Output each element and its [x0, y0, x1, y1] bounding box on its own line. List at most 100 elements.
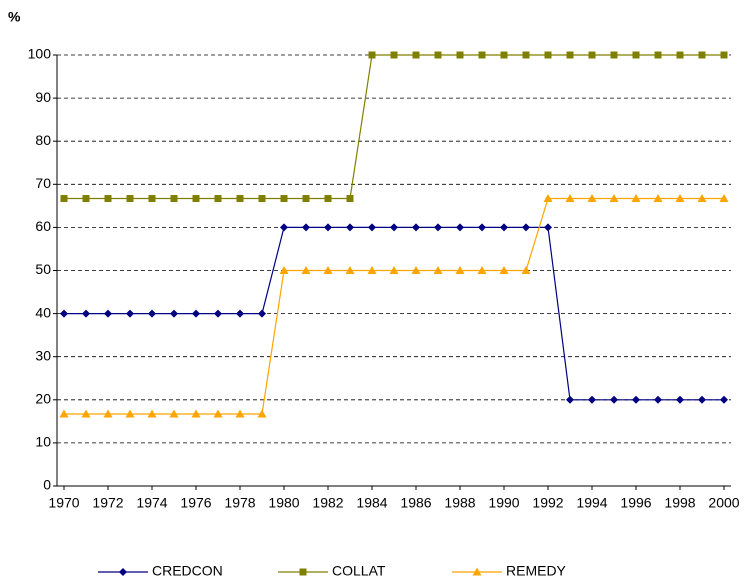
data-point	[544, 223, 552, 232]
data-point	[609, 194, 619, 203]
data-point	[434, 223, 442, 232]
data-point	[169, 409, 179, 418]
data-point	[389, 266, 399, 274]
y-tick-label: 40	[35, 304, 51, 320]
legend-label: CREDCON	[152, 563, 223, 579]
data-point	[588, 395, 596, 404]
data-point	[544, 51, 552, 59]
data-point	[522, 223, 530, 232]
data-point	[390, 51, 398, 59]
data-point	[345, 266, 355, 274]
data-point	[214, 195, 222, 203]
data-point	[324, 195, 332, 203]
y-tick-label: 20	[35, 391, 51, 407]
data-point	[390, 223, 398, 232]
legend-marker	[119, 568, 127, 576]
x-tick-label: 1996	[620, 495, 651, 511]
data-point	[499, 266, 509, 274]
data-point	[279, 266, 289, 274]
data-point	[654, 51, 662, 59]
data-point	[346, 195, 354, 203]
x-tick-label: 1990	[488, 495, 519, 511]
y-tick-label: 50	[35, 261, 51, 277]
data-point	[323, 266, 333, 274]
data-point	[104, 309, 112, 318]
data-point	[170, 309, 178, 318]
y-tick-label: 60	[35, 218, 51, 234]
data-point	[455, 266, 465, 274]
data-point	[521, 266, 531, 274]
data-point	[720, 51, 728, 59]
data-point	[676, 51, 684, 59]
data-point	[411, 266, 421, 274]
data-point	[236, 195, 244, 203]
data-point	[81, 409, 91, 418]
data-point	[478, 51, 486, 59]
data-point	[236, 309, 244, 318]
data-point	[104, 195, 112, 203]
y-tick-label: 100	[28, 46, 52, 62]
data-point	[103, 409, 113, 418]
data-point	[301, 266, 311, 274]
x-tick-label: 1974	[136, 495, 167, 511]
data-point	[412, 223, 420, 232]
y-tick-label: 80	[35, 132, 51, 148]
x-tick-label: 1998	[664, 495, 695, 511]
x-tick-label: 1988	[444, 495, 475, 511]
data-point	[346, 223, 354, 232]
data-point	[477, 266, 487, 274]
legend-marker	[299, 568, 307, 576]
data-point	[697, 194, 707, 203]
data-point	[148, 195, 156, 203]
data-point	[59, 409, 69, 418]
x-tick-label: 1982	[312, 495, 343, 511]
data-point	[302, 195, 310, 203]
data-point	[719, 194, 729, 203]
data-point	[257, 409, 267, 418]
legend-marker	[472, 567, 482, 576]
data-point	[566, 395, 574, 404]
data-point	[456, 223, 464, 232]
data-point	[565, 194, 575, 203]
data-point	[720, 395, 728, 404]
data-point	[367, 266, 377, 274]
data-point	[191, 409, 201, 418]
data-point	[324, 223, 332, 232]
data-point	[258, 195, 266, 203]
data-point	[170, 195, 178, 203]
x-tick-label: 1978	[224, 495, 255, 511]
y-tick-label: 70	[35, 175, 51, 191]
legend-label: REMEDY	[506, 563, 567, 579]
data-point	[500, 223, 508, 232]
x-tick-label: 2000	[708, 495, 739, 511]
data-point	[412, 51, 420, 59]
data-point	[631, 194, 641, 203]
data-point	[433, 266, 443, 274]
data-point	[478, 223, 486, 232]
data-point	[214, 309, 222, 318]
data-point	[82, 195, 90, 203]
data-point	[500, 51, 508, 59]
y-axis-label: %	[8, 9, 21, 25]
data-point	[675, 194, 685, 203]
data-point	[213, 409, 223, 418]
data-point	[126, 195, 134, 203]
legend-label: COLLAT	[332, 563, 386, 579]
data-point	[698, 51, 706, 59]
x-tick-label: 1980	[268, 495, 299, 511]
data-point	[588, 51, 596, 59]
data-point	[126, 309, 134, 318]
x-tick-label: 1984	[356, 495, 387, 511]
data-point	[258, 309, 266, 318]
data-point	[280, 223, 288, 232]
data-point	[566, 51, 574, 59]
data-point	[192, 309, 200, 318]
y-tick-label: 10	[35, 434, 51, 450]
x-tick-label: 1986	[400, 495, 431, 511]
data-point	[676, 395, 684, 404]
x-tick-label: 1970	[48, 495, 79, 511]
y-tick-label: 30	[35, 347, 51, 363]
data-point	[587, 194, 597, 203]
data-point	[653, 194, 663, 203]
data-point	[654, 395, 662, 404]
